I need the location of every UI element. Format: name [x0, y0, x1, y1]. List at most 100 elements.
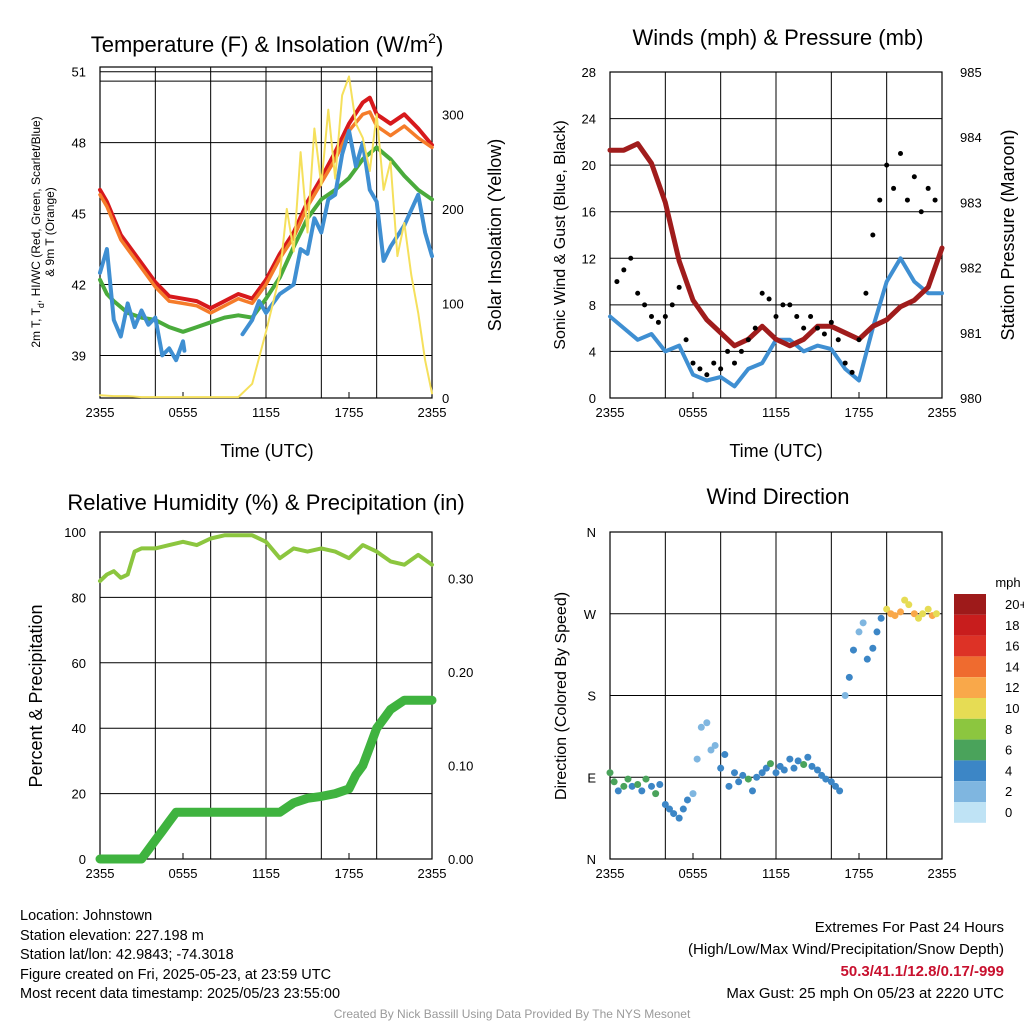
windchill-blue-line-2 [240, 128, 434, 337]
y2-axis-label: Station Pressure (Maroon) [998, 129, 1018, 340]
direction-point [841, 692, 849, 699]
gust-point [759, 290, 765, 296]
direction-point [665, 805, 673, 813]
direction-point [762, 764, 770, 772]
gust-point [918, 209, 924, 215]
location-text: Location: Johnstown [20, 908, 153, 924]
x-tick-label: 2355 [596, 405, 625, 420]
direction-point [790, 764, 798, 772]
x-tick-label: 0555 [679, 405, 708, 420]
gust-point [925, 185, 931, 191]
y-tick-label: 100 [64, 525, 86, 540]
direction-point [717, 764, 725, 772]
temperature-red-line [98, 95, 434, 311]
direction-point [786, 755, 794, 763]
y-tick-label: 51 [72, 65, 86, 80]
gust-point [877, 197, 883, 203]
gust-point [690, 360, 696, 366]
direction-point [910, 610, 918, 618]
y2-tick-label: 300 [442, 107, 464, 122]
credit-text: Created By Nick Bassill Using Data Provi… [333, 1007, 691, 1021]
x-tick-label: 1755 [335, 405, 364, 420]
y-tick-label: N [587, 852, 596, 867]
x-tick-label: 1755 [845, 866, 874, 881]
y-axis-label: Sonic Wind & Gust (Blue, Black) [552, 120, 569, 349]
x-axis-label: Time (UTC) [729, 441, 822, 461]
y2-tick-label: 985 [960, 65, 982, 80]
direction-point [794, 757, 802, 765]
direction-point [679, 805, 687, 813]
direction-point [924, 605, 932, 613]
gust-point [787, 302, 793, 308]
gust-point [669, 302, 675, 308]
x-tick-label: 2355 [928, 866, 957, 881]
direction-point [697, 723, 705, 731]
direction-point [800, 761, 808, 769]
y2-tick-label: 0.00 [448, 852, 473, 867]
direction-point [744, 775, 752, 783]
x-tick-label: 2355 [418, 405, 447, 420]
direction-point [766, 760, 774, 768]
gust-point [642, 302, 648, 308]
direction-point [873, 628, 881, 636]
direction-point [634, 781, 642, 789]
legend-swatch [954, 594, 986, 615]
y-tick-label: 48 [72, 136, 86, 151]
legend-swatch [954, 781, 986, 802]
gust-point [780, 302, 786, 308]
direction-point [628, 782, 636, 790]
direction-point [859, 619, 867, 627]
direction-point [753, 773, 761, 781]
panel-2: 2355 0555 1155 1755 235504812162024289809819… [552, 25, 1018, 461]
direction-point [638, 787, 646, 795]
gust-point [649, 314, 654, 319]
direction-point [836, 787, 844, 795]
gust-point [932, 197, 938, 203]
direction-point [739, 771, 747, 779]
gust-point [911, 174, 917, 180]
gust-point [655, 319, 661, 325]
extremes-values: 50.3/41.1/12.8/0.17/-999 [840, 963, 1004, 980]
y2-tick-label: 984 [960, 130, 982, 145]
gust-point [752, 325, 758, 331]
direction-point [877, 614, 885, 622]
y-tick-label: N [587, 525, 596, 540]
direction-point [614, 787, 622, 795]
y2-tick-label: 0.20 [448, 665, 473, 680]
y-tick-label: 39 [72, 348, 86, 363]
direction-point [748, 787, 756, 795]
y-tick-label: 24 [582, 112, 596, 127]
y-tick-label: S [587, 689, 596, 704]
legend-swatch [954, 739, 986, 761]
direction-point [758, 769, 766, 777]
gust-point [711, 360, 717, 366]
direction-point [827, 778, 835, 786]
y-tick-label: 20 [72, 787, 86, 802]
temperature-orange-line [98, 110, 434, 315]
gust-point [842, 360, 848, 366]
y-tick-label: W [584, 607, 597, 622]
gust-point [676, 284, 682, 290]
x-tick-label: 1155 [252, 405, 280, 420]
direction-point [804, 753, 812, 761]
legend-swatch [954, 635, 986, 657]
y-tick-label: 45 [72, 207, 86, 222]
gust-point [621, 267, 627, 273]
gust-point [849, 369, 855, 375]
direction-point [620, 782, 628, 790]
direction-point [711, 741, 719, 749]
y2-tick-label: 983 [960, 195, 982, 210]
direction-point [883, 605, 891, 613]
panel-1: 2355 0555 1155 1755 2355 51 48 45 42 39 300 200 100 0… [29, 30, 505, 461]
gust-point [801, 325, 807, 331]
y-tick-label: 8 [589, 298, 596, 313]
gust-point [725, 348, 731, 354]
direction-point [610, 778, 618, 786]
x-tick-label: 2355 [86, 866, 115, 881]
legend-swatch [954, 760, 986, 782]
gust-point [683, 337, 689, 343]
legend-label: 6 [1005, 743, 1012, 758]
direction-point [814, 766, 821, 774]
speed-legend: mph 20+ 18 16 14 12 10 8 6 4 2 0 [954, 575, 1024, 823]
gust-point [884, 162, 890, 168]
